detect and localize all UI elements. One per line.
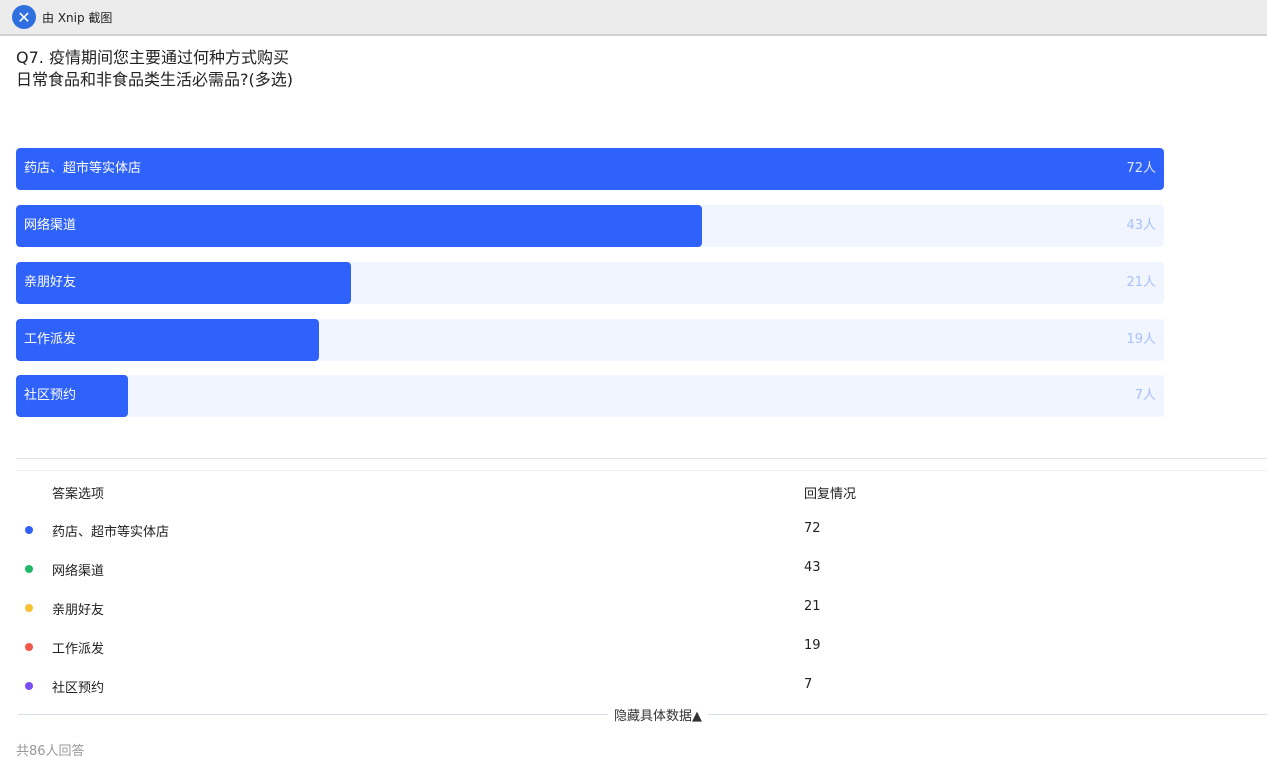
option-label: 工作派发 bbox=[52, 642, 105, 657]
window-titlebar: ✕ 由 Xnip 截图 bbox=[0, 0, 1267, 36]
bar-track: 亲朋好友 21人 bbox=[16, 262, 1164, 304]
bar-label: 工作派发 bbox=[24, 332, 77, 347]
header-option: 答案选项 bbox=[52, 487, 105, 502]
divider bbox=[16, 458, 1267, 459]
question-title: Q7. 疫情期间您主要通过何种方式购买日常食品和非食品类生活必需品?(多选) bbox=[16, 48, 293, 89]
bar-track: 网络渠道 43人 bbox=[16, 205, 1164, 247]
bar-value-label: 21人 bbox=[1126, 275, 1156, 290]
option-label: 社区预约 bbox=[52, 681, 105, 696]
option-count: 43 bbox=[804, 560, 821, 575]
option-label: 网络渠道 bbox=[52, 564, 105, 579]
bar-track: 药店、超市等实体店 72人 bbox=[16, 148, 1164, 190]
option-count: 72 bbox=[804, 521, 821, 536]
toggle-divider: 隐藏具体数据▲ bbox=[18, 705, 1267, 724]
bar bbox=[16, 205, 702, 247]
header-response: 回复情况 bbox=[804, 487, 857, 502]
option-count: 21 bbox=[804, 599, 821, 614]
option-label: 药店、超市等实体店 bbox=[52, 525, 170, 540]
divider bbox=[16, 470, 1267, 471]
legend-dot-icon bbox=[25, 682, 33, 690]
hide-data-toggle[interactable]: 隐藏具体数据▲ bbox=[608, 705, 708, 724]
legend-dot-icon bbox=[25, 604, 33, 612]
legend-dot-icon bbox=[25, 565, 33, 573]
bar-track: 工作派发 19人 bbox=[16, 319, 1164, 361]
bar-track: 社区预约 7人 bbox=[16, 375, 1164, 417]
bar-value-label: 7人 bbox=[1134, 388, 1156, 403]
bar-label: 亲朋好友 bbox=[24, 275, 77, 290]
option-count: 19 bbox=[804, 638, 821, 653]
bar bbox=[16, 262, 351, 304]
option-count: 7 bbox=[804, 677, 813, 692]
legend-dot-icon bbox=[25, 643, 33, 651]
window-title: 由 Xnip 截图 bbox=[42, 10, 113, 25]
bar bbox=[16, 375, 128, 417]
xnip-icon: ✕ bbox=[12, 5, 36, 29]
bar-value-label: 43人 bbox=[1126, 218, 1156, 233]
bar-value-label: 19人 bbox=[1126, 332, 1156, 347]
bar-value-label: 72人 bbox=[1126, 161, 1156, 176]
total-responses: 共86人回答 bbox=[16, 744, 85, 759]
bar-label: 网络渠道 bbox=[24, 218, 77, 233]
bar-label: 社区预约 bbox=[24, 388, 77, 403]
legend-dot-icon bbox=[25, 526, 33, 534]
bar-label: 药店、超市等实体店 bbox=[24, 161, 142, 176]
bar bbox=[16, 148, 1164, 190]
bar bbox=[16, 319, 319, 361]
option-label: 亲朋好友 bbox=[52, 603, 105, 618]
